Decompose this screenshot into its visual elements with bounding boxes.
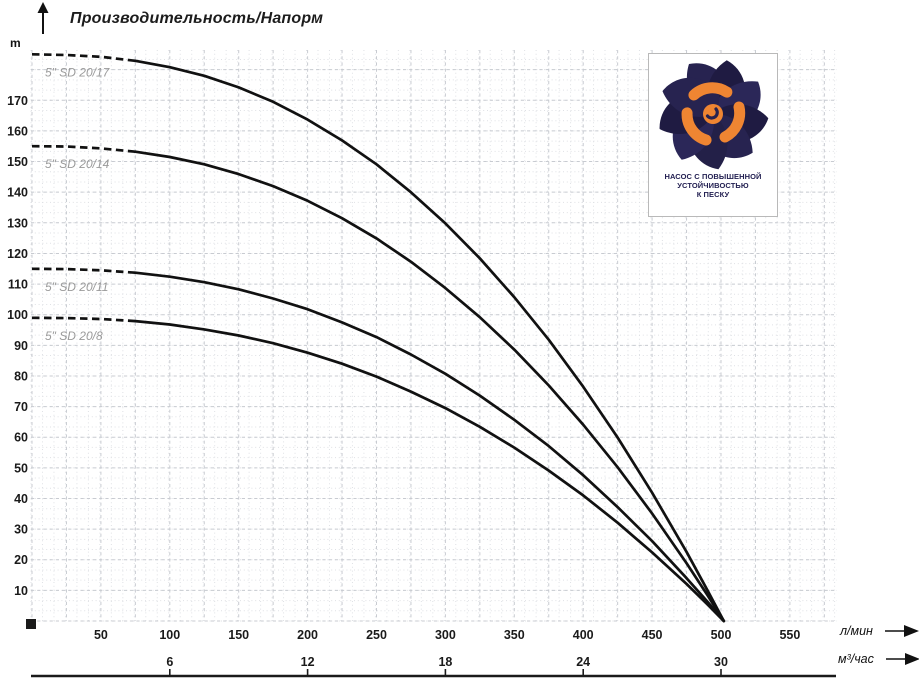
logo-caption: НАСОС С ПОВЫШЕННОЙ УСТОЙЧИВОСТЬЮ К ПЕСКУ bbox=[649, 172, 777, 199]
x-axis-primary-unit-label: л/мин bbox=[840, 624, 873, 638]
y-axis-up-arrow-icon bbox=[37, 2, 49, 34]
y-tick-label: 40 bbox=[14, 492, 28, 506]
x-tick-label-m3: 24 bbox=[576, 655, 590, 669]
x-tick-label-lmin: 500 bbox=[711, 628, 732, 642]
y-tick-label: 140 bbox=[7, 186, 28, 200]
chart-header: Производительность/Напорм bbox=[34, 2, 323, 36]
logo-caption-line1: НАСОС С ПОВЫШЕННОЙ bbox=[664, 172, 762, 181]
y-tick-label: 110 bbox=[8, 278, 28, 292]
pump-curve-label: 5" SD 20/14 bbox=[45, 157, 110, 171]
chart-title: Производительность/Напорм bbox=[70, 10, 324, 27]
pump-curve-dashed-segment bbox=[31, 52, 136, 63]
pump-curve-label: 5" SD 20/17 bbox=[45, 65, 111, 79]
y-tick-label: 120 bbox=[7, 247, 28, 261]
logo-caption-line3: К ПЕСКУ bbox=[696, 190, 730, 199]
x-tick-label-lmin: 100 bbox=[159, 628, 180, 642]
y-tick-label: 10 bbox=[14, 584, 28, 598]
pump-curve-dashed-segment bbox=[31, 267, 136, 275]
x-tick-label-lmin: 400 bbox=[573, 628, 594, 642]
y-tick-label: 90 bbox=[14, 339, 28, 353]
logo-caption-line2: УСТОЙЧИВОСТЬЮ bbox=[677, 181, 749, 190]
x-axis-primary-unit: л/мин bbox=[840, 624, 919, 638]
origin-marker bbox=[26, 619, 36, 629]
y-tick-label: 150 bbox=[7, 155, 28, 169]
x-tick-label-lmin: 350 bbox=[504, 628, 525, 642]
right-arrow-icon bbox=[884, 625, 919, 637]
pump-curve bbox=[133, 319, 726, 623]
pump-curve bbox=[133, 271, 726, 623]
y-tick-label: 50 bbox=[14, 461, 28, 475]
x-tick-label-m3: 6 bbox=[166, 655, 173, 669]
x-tick-label-lmin: 300 bbox=[435, 628, 456, 642]
x-axis-secondary-unit: м³/час bbox=[838, 652, 919, 666]
pump-curve-label: 5" SD 20/8 bbox=[45, 329, 103, 343]
y-tick-label: 130 bbox=[7, 216, 28, 230]
y-tick-label: 80 bbox=[14, 369, 28, 383]
pinwheel-logo-icon bbox=[658, 58, 771, 170]
y-axis-unit-label: m bbox=[10, 36, 21, 50]
x-tick-label-m3: 12 bbox=[301, 655, 315, 669]
pump-curve-label: 5" SD 20/11 bbox=[45, 280, 108, 294]
right-arrow-icon bbox=[885, 653, 919, 665]
x-tick-label-lmin: 150 bbox=[228, 628, 249, 642]
x-tick-label-lmin: 50 bbox=[94, 628, 108, 642]
x-tick-label-m3: 30 bbox=[714, 655, 728, 669]
brand-logo-box: НАСОС С ПОВЫШЕННОЙ УСТОЙЧИВОСТЬЮ К ПЕСКУ bbox=[648, 53, 778, 217]
x-tick-label-lmin: 450 bbox=[642, 628, 663, 642]
x-tick-label-m3: 18 bbox=[438, 655, 452, 669]
pump-curve-dashed-segment bbox=[31, 144, 136, 154]
pump-curve-dashed-segment bbox=[31, 316, 136, 323]
pump-curve bbox=[133, 59, 726, 623]
pump-curve bbox=[133, 150, 726, 623]
y-tick-label: 30 bbox=[14, 523, 28, 537]
y-tick-label: 160 bbox=[7, 124, 28, 138]
x-tick-label-lmin: 550 bbox=[779, 628, 800, 642]
x-tick-label-lmin: 250 bbox=[366, 628, 387, 642]
x-axis-secondary-unit-label: м³/час bbox=[838, 652, 874, 666]
y-tick-label: 20 bbox=[14, 553, 28, 567]
x-tick-label-lmin: 200 bbox=[297, 628, 318, 642]
y-tick-label: 70 bbox=[14, 400, 28, 414]
y-tick-label: 60 bbox=[14, 431, 28, 445]
y-tick-label: 170 bbox=[7, 94, 28, 108]
y-tick-label: 100 bbox=[7, 308, 28, 322]
